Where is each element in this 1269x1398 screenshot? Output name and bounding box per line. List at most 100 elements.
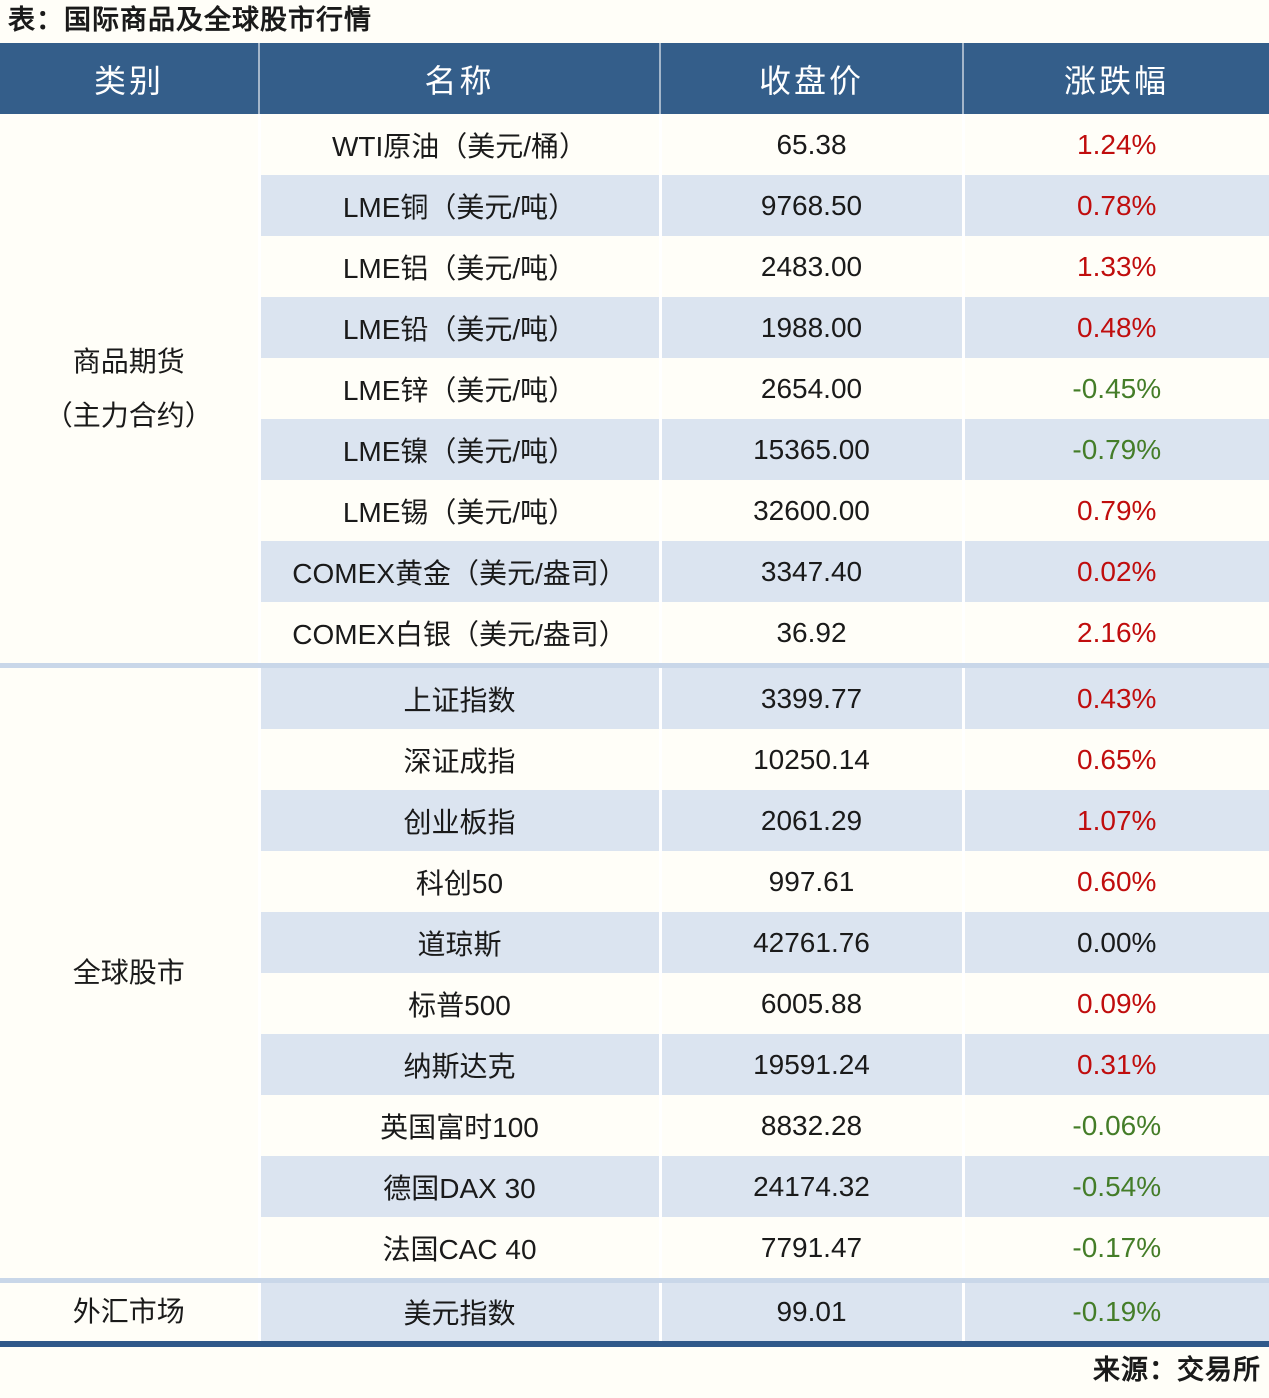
- table-row: 法国CAC 40 7791.47 -0.17%: [0, 1217, 1269, 1278]
- category-cell: 商品期货 （主力合约）: [0, 114, 259, 663]
- name-cell: LME铝（美元/吨）: [257, 236, 660, 297]
- name-cell: LME铜（美元/吨）: [257, 175, 660, 236]
- name-cell: WTI原油（美元/桶）: [257, 114, 660, 175]
- name-cell: 上证指数: [257, 668, 660, 729]
- category-line: 外汇市场: [72, 1296, 185, 1328]
- change-cell: 0.65%: [961, 729, 1269, 790]
- table-row: LME镍（美元/吨） 15365.00 -0.79%: [0, 419, 1269, 480]
- name-cell: 标普500: [257, 973, 660, 1034]
- close-cell: 1988.00: [658, 297, 963, 358]
- table-row: LME铅（美元/吨） 1988.00 0.48%: [0, 297, 1269, 358]
- table-row: LME锌（美元/吨） 2654.00 -0.45%: [0, 358, 1269, 419]
- close-cell: 32600.00: [658, 480, 963, 541]
- name-cell: 德国DAX 30: [257, 1156, 660, 1217]
- change-cell: 0.79%: [961, 480, 1269, 541]
- change-cell: 0.00%: [961, 912, 1269, 973]
- table-row: COMEX白银（美元/盎司） 36.92 2.16%: [0, 602, 1269, 663]
- table-row: LME锡（美元/吨） 32600.00 0.79%: [0, 480, 1269, 541]
- change-cell: 1.07%: [961, 790, 1269, 851]
- change-cell: 2.16%: [961, 602, 1269, 663]
- name-cell: LME锡（美元/吨）: [257, 480, 660, 541]
- close-cell: 9768.50: [658, 175, 963, 236]
- close-cell: 3399.77: [658, 668, 963, 729]
- close-cell: 6005.88: [658, 973, 963, 1034]
- category-cell: 全球股市: [0, 668, 259, 1278]
- name-cell: LME铅（美元/吨）: [257, 297, 660, 358]
- change-cell: 1.24%: [961, 114, 1269, 175]
- table-row: COMEX黄金（美元/盎司） 3347.40 0.02%: [0, 541, 1269, 602]
- change-cell: 1.33%: [961, 236, 1269, 297]
- change-cell: -0.79%: [961, 419, 1269, 480]
- header-close: 收盘价: [659, 43, 963, 114]
- table-row: 创业板指 2061.29 1.07%: [0, 790, 1269, 851]
- name-cell: COMEX黄金（美元/盎司）: [257, 541, 660, 602]
- close-cell: 7791.47: [658, 1217, 963, 1278]
- change-cell: -0.54%: [961, 1156, 1269, 1217]
- category-cell: 外汇市场: [0, 1283, 259, 1344]
- section-separator: [0, 663, 1269, 668]
- close-cell: 99.01: [658, 1283, 963, 1344]
- close-cell: 10250.14: [658, 729, 963, 790]
- name-cell: 深证成指: [257, 729, 660, 790]
- name-cell: 英国富时100: [257, 1095, 660, 1156]
- table-row: 英国富时100 8832.28 -0.06%: [0, 1095, 1269, 1156]
- name-cell: LME锌（美元/吨）: [257, 358, 660, 419]
- close-cell: 3347.40: [658, 541, 963, 602]
- change-cell: 0.31%: [961, 1034, 1269, 1095]
- header-category: 类别: [0, 43, 259, 114]
- close-cell: 24174.32: [658, 1156, 963, 1217]
- header-name: 名称: [258, 43, 660, 114]
- table-row: 全球股市 上证指数 3399.77 0.43%: [0, 668, 1269, 1278]
- change-cell: -0.45%: [961, 358, 1269, 419]
- section-separator-line: [0, 663, 1269, 668]
- close-cell: 36.92: [658, 602, 963, 663]
- name-cell: COMEX白银（美元/盎司）: [257, 602, 660, 663]
- table-row: LME铝（美元/吨） 2483.00 1.33%: [0, 236, 1269, 297]
- change-cell: 0.43%: [961, 668, 1269, 729]
- market-table: 类别 名称 收盘价 涨跌幅 商品期货 （主力合约） WTI原油（美元/桶） 65.38…: [0, 43, 1269, 1347]
- close-cell: 42761.76: [658, 912, 963, 973]
- table-row: 纳斯达克 19591.24 0.31%: [0, 1034, 1269, 1095]
- close-cell: 2483.00: [658, 236, 963, 297]
- change-cell: 0.02%: [961, 541, 1269, 602]
- section-separator-line: [0, 1278, 1269, 1283]
- close-cell: 19591.24: [658, 1034, 963, 1095]
- name-cell: 美元指数: [257, 1283, 660, 1344]
- category-line: （主力合约）: [44, 399, 213, 431]
- table-row: 德国DAX 30 24174.32 -0.54%: [0, 1156, 1269, 1217]
- change-cell: 0.78%: [961, 175, 1269, 236]
- table-row: 科创50 997.61 0.60%: [0, 851, 1269, 912]
- table-row: 深证成指 10250.14 0.65%: [0, 729, 1269, 790]
- name-cell: 道琼斯: [257, 912, 660, 973]
- change-cell: -0.19%: [961, 1283, 1269, 1344]
- table-row: LME铜（美元/吨） 9768.50 0.78%: [0, 175, 1269, 236]
- close-cell: 65.38: [658, 114, 963, 175]
- table-row: 道琼斯 42761.76 0.00%: [0, 912, 1269, 973]
- name-cell: 创业板指: [257, 790, 660, 851]
- name-cell: 纳斯达克: [257, 1034, 660, 1095]
- table-row: 商品期货 （主力合约） WTI原油（美元/桶） 65.38 1.24%: [0, 114, 1269, 663]
- table-body: 商品期货 （主力合约） WTI原油（美元/桶） 65.38 1.24% LME铜（美元/吨…: [0, 114, 1269, 1344]
- close-cell: 997.61: [658, 851, 963, 912]
- name-cell: 法国CAC 40: [257, 1217, 660, 1278]
- table-row: 外汇市场 美元指数 99.01 -0.19%: [0, 1283, 1269, 1344]
- change-cell: 0.48%: [961, 297, 1269, 358]
- name-cell: LME镍（美元/吨）: [257, 419, 660, 480]
- table-row: 标普500 6005.88 0.09%: [0, 973, 1269, 1034]
- close-cell: 2654.00: [658, 358, 963, 419]
- table-header: 类别 名称 收盘价 涨跌幅: [0, 43, 1269, 114]
- source-caption: 来源：交易所: [1093, 1355, 1261, 1385]
- table-title: 表：国际商品及全球股市行情: [8, 5, 372, 35]
- change-cell: 0.60%: [961, 851, 1269, 912]
- category-line: 商品期货: [72, 346, 185, 378]
- section-separator: [0, 1278, 1269, 1283]
- change-cell: -0.17%: [961, 1217, 1269, 1278]
- close-cell: 8832.28: [658, 1095, 963, 1156]
- header-row: 类别 名称 收盘价 涨跌幅: [0, 43, 1269, 114]
- name-cell: 科创50: [257, 851, 660, 912]
- change-cell: -0.06%: [961, 1095, 1269, 1156]
- category-line: 全球股市: [72, 957, 185, 989]
- close-cell: 2061.29: [658, 790, 963, 851]
- change-cell: 0.09%: [961, 973, 1269, 1034]
- header-change: 涨跌幅: [962, 43, 1269, 114]
